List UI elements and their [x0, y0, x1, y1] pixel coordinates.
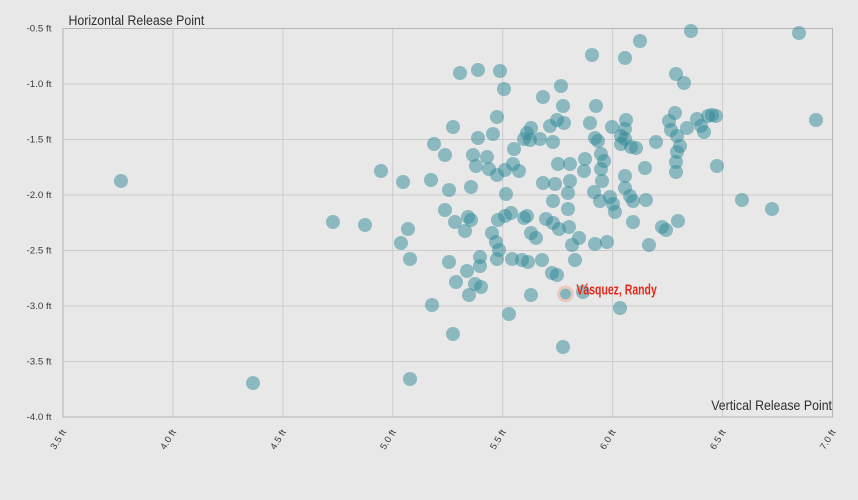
svg-text:4.0 ft: 4.0 ft: [158, 427, 178, 451]
svg-text:-1.0 ft: -1.0 ft: [27, 79, 52, 89]
svg-text:-3.0 ft: -3.0 ft: [27, 301, 52, 311]
svg-text:7.0 ft: 7.0 ft: [818, 427, 838, 451]
svg-text:6.0 ft: 6.0 ft: [598, 427, 618, 451]
svg-text:Vertical Release Point: Vertical Release Point: [711, 397, 832, 413]
svg-text:-1.5 ft: -1.5 ft: [27, 135, 52, 145]
svg-text:4.5 ft: 4.5 ft: [268, 427, 288, 451]
svg-text:3.5 ft: 3.5 ft: [48, 427, 68, 451]
svg-text:-3.5 ft: -3.5 ft: [27, 357, 52, 367]
svg-text:-2.5 ft: -2.5 ft: [27, 246, 52, 256]
svg-text:-2.0 ft: -2.0 ft: [27, 190, 52, 200]
svg-text:5.5 ft: 5.5 ft: [488, 427, 508, 451]
svg-text:6.5 ft: 6.5 ft: [708, 427, 728, 451]
svg-text:Horizontal Release Point: Horizontal Release Point: [69, 12, 205, 28]
svg-text:Vásquez, Randy: Vásquez, Randy: [576, 281, 657, 298]
svg-text:-4.0 ft: -4.0 ft: [27, 412, 52, 422]
svg-text:-0.5 ft: -0.5 ft: [27, 24, 52, 34]
svg-text:5.0 ft: 5.0 ft: [378, 427, 398, 451]
